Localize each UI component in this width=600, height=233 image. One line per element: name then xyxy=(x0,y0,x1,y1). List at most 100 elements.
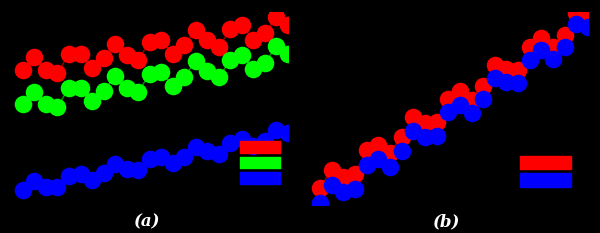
Point xyxy=(168,52,178,56)
Point xyxy=(283,52,293,56)
Point xyxy=(420,135,430,139)
Point xyxy=(455,89,464,93)
Point xyxy=(18,103,28,106)
Point xyxy=(157,70,166,73)
Point xyxy=(191,28,200,32)
Point xyxy=(260,31,270,35)
Point xyxy=(443,97,453,100)
Point xyxy=(374,143,383,147)
Point xyxy=(316,201,325,205)
Point xyxy=(350,172,360,176)
Point xyxy=(214,75,224,79)
Point xyxy=(514,69,523,72)
Point xyxy=(502,80,511,84)
Point xyxy=(99,89,109,93)
Point xyxy=(64,174,74,178)
Point xyxy=(536,36,546,40)
Point xyxy=(583,14,593,17)
Point xyxy=(122,167,131,171)
Point xyxy=(248,68,258,71)
Point xyxy=(29,180,39,183)
Point xyxy=(110,75,120,78)
Point xyxy=(191,59,200,63)
Point xyxy=(214,45,224,49)
Point xyxy=(490,63,500,67)
Point xyxy=(133,58,143,62)
Point xyxy=(283,23,293,27)
Point xyxy=(145,40,154,44)
Point xyxy=(29,55,39,59)
Point xyxy=(203,38,212,42)
Point xyxy=(272,128,281,132)
Point xyxy=(168,161,178,165)
Point xyxy=(179,75,189,79)
Point xyxy=(145,72,154,75)
Point xyxy=(362,148,371,152)
Point xyxy=(350,187,360,191)
Point xyxy=(548,45,558,48)
Point xyxy=(64,52,74,56)
Point xyxy=(283,132,293,135)
Point xyxy=(432,134,442,138)
Point xyxy=(467,111,476,115)
Point xyxy=(514,81,523,85)
Point xyxy=(179,44,189,47)
Point xyxy=(179,155,189,159)
Point xyxy=(260,61,270,65)
Point xyxy=(157,155,166,158)
Point xyxy=(76,86,85,90)
Point xyxy=(110,42,120,45)
Point xyxy=(226,27,235,31)
Point xyxy=(467,98,476,102)
Point xyxy=(145,157,154,161)
Point xyxy=(41,185,51,189)
Point xyxy=(203,69,212,73)
Point xyxy=(53,185,62,189)
Point xyxy=(260,139,270,143)
Point xyxy=(548,57,558,61)
Point xyxy=(53,105,62,109)
Point xyxy=(76,172,85,176)
Point xyxy=(455,103,464,106)
Point xyxy=(525,58,535,62)
Point xyxy=(214,152,224,155)
Point xyxy=(478,97,488,101)
Point xyxy=(203,150,212,153)
Point xyxy=(133,168,143,172)
Point xyxy=(397,135,406,139)
Point xyxy=(572,11,581,14)
Point xyxy=(226,141,235,144)
Point xyxy=(385,151,395,155)
Point xyxy=(338,175,348,179)
Point xyxy=(29,90,39,94)
Point xyxy=(327,183,337,187)
Point xyxy=(560,33,569,37)
Point xyxy=(572,23,581,26)
Point xyxy=(157,38,166,42)
Point xyxy=(490,76,500,80)
Point xyxy=(99,171,109,175)
Point xyxy=(18,68,28,72)
Text: (b): (b) xyxy=(433,214,461,231)
Point xyxy=(122,86,131,89)
Point xyxy=(420,121,430,125)
Point xyxy=(237,53,247,57)
Point xyxy=(191,145,200,149)
Point xyxy=(237,23,247,27)
Point xyxy=(168,84,178,87)
Point xyxy=(53,71,62,74)
Point xyxy=(248,38,258,41)
Point xyxy=(41,103,51,106)
Point xyxy=(502,68,511,71)
Text: (a): (a) xyxy=(134,214,160,231)
Point xyxy=(385,165,395,169)
Point xyxy=(226,58,235,62)
Point xyxy=(374,158,383,161)
Point xyxy=(478,84,488,88)
Point xyxy=(110,162,120,166)
Point xyxy=(432,120,442,124)
Point xyxy=(272,15,281,19)
Point xyxy=(248,144,258,147)
Point xyxy=(87,66,97,70)
Point xyxy=(272,44,281,48)
